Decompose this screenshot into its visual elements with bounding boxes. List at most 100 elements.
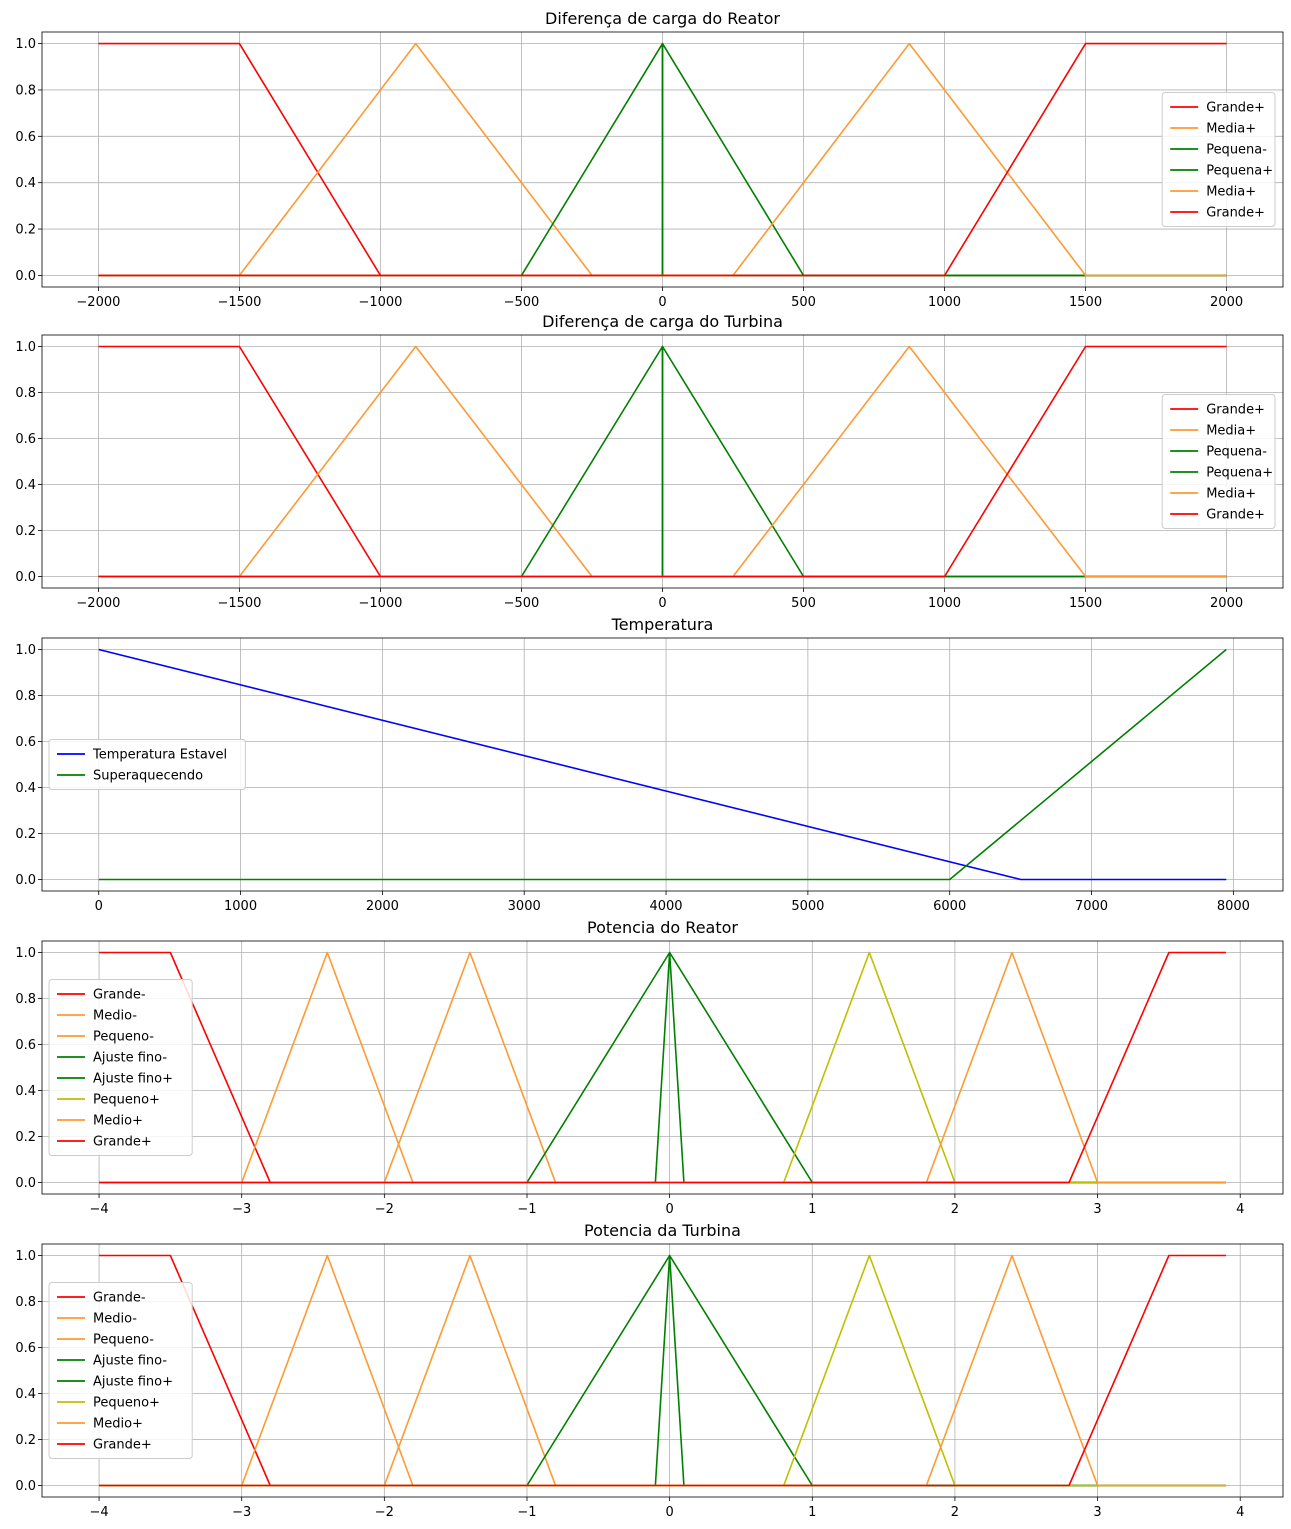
y-tick-label: 0.0	[15, 269, 36, 284]
legend-label: Temperatura Estavel	[92, 748, 227, 763]
series-line-6	[98, 345, 1227, 578]
y-tick-label: 0.8	[15, 83, 36, 98]
legend-label: Medio+	[93, 1417, 143, 1432]
y-tick-label: 0.6	[15, 1341, 36, 1356]
series-line-8	[99, 951, 1226, 1184]
x-tick-label: 0	[95, 899, 103, 914]
x-tick-label: 500	[791, 596, 816, 611]
legend-label: Pequena+	[1206, 164, 1273, 179]
legend-label: Grande+	[1206, 403, 1265, 418]
x-tick-label: −1000	[358, 295, 402, 310]
legend-label: Ajuste fino-	[93, 1354, 167, 1369]
subplot-3: 0 1000 2000 3000 4000 5000 6000 7000 8000 0.0 0.2 0…	[15, 615, 1284, 914]
y-tick-label: 0.2	[15, 1130, 36, 1145]
x-tick-label: 1000	[928, 596, 961, 611]
legend-label: Grande+	[1206, 508, 1265, 523]
x-tick-label: −4	[89, 1505, 108, 1520]
subplot-2: −2000 −1500 −1000 −500 0 500 1000 1500 2000 0.0 0.…	[15, 312, 1284, 611]
legend: Grande+ Media+ Pequena- Pequena+ Media+ Grand…	[1161, 394, 1276, 529]
series-line-2	[98, 648, 1227, 881]
legend-label: Pequeno-	[93, 1333, 154, 1348]
x-tick-label: 3	[1093, 1505, 1101, 1520]
chart-title: Diferença de carga do Turbina	[542, 312, 783, 331]
x-tick-label: 2	[951, 1505, 959, 1520]
plot-area	[42, 638, 1283, 891]
x-tick-label: 6000	[933, 899, 966, 914]
y-tick-label: 0.4	[15, 1387, 36, 1402]
legend-label: Pequena-	[1206, 445, 1267, 460]
x-tick-label: −1	[517, 1202, 536, 1217]
legend-label: Pequeno-	[93, 1030, 154, 1045]
x-tick-label: −3	[232, 1202, 251, 1217]
y-tick-label: 0.8	[15, 992, 36, 1007]
series-line-6	[98, 42, 1227, 277]
legend-label: Media+	[1206, 487, 1256, 502]
x-tick-label: 4	[1236, 1202, 1244, 1217]
x-tick-label: 0	[665, 1202, 673, 1217]
legend-label: Medio+	[93, 1114, 143, 1129]
y-tick-label: 0.6	[15, 735, 36, 750]
x-tick-label: −4	[89, 1202, 108, 1217]
x-tick-label: 1000	[928, 295, 961, 310]
legend-label: Grande+	[1206, 206, 1265, 221]
legend: Grande- Medio- Pequeno- Ajuste fino- Ajuste …	[48, 979, 193, 1156]
legend-label: Grande+	[1206, 101, 1265, 116]
legend-label: Ajuste fino-	[93, 1051, 167, 1066]
legend-box	[48, 979, 193, 1156]
y-tick-label: 1.0	[15, 37, 36, 52]
x-tick-label: −3	[232, 1505, 251, 1520]
y-tick-label: 0.0	[15, 570, 36, 585]
x-tick-label: 1	[808, 1202, 816, 1217]
x-tick-label: 8000	[1217, 899, 1250, 914]
axes-frame	[41, 940, 1284, 1195]
x-tick-label: 3	[1093, 1202, 1101, 1217]
x-tick-label: −2000	[76, 295, 120, 310]
legend: Grande- Medio- Pequeno- Ajuste fino- Ajuste …	[48, 1282, 193, 1459]
x-tick-label: −2	[375, 1505, 394, 1520]
x-tick-label: −2	[375, 1202, 394, 1217]
x-tick-label: 4	[1236, 1505, 1244, 1520]
y-tick-label: 0.8	[15, 1295, 36, 1310]
x-tick-label: −1	[517, 1505, 536, 1520]
x-tick-label: −1500	[217, 295, 261, 310]
y-tick-label: 0.2	[15, 223, 36, 238]
legend-label: Superaquecendo	[93, 769, 203, 784]
y-tick-label: 1.0	[15, 1249, 36, 1264]
y-tick-label: 1.0	[15, 946, 36, 961]
x-tick-label: 1500	[1069, 295, 1102, 310]
legend-label: Pequena-	[1206, 143, 1267, 158]
x-tick-label: 0	[658, 295, 666, 310]
x-tick-label: 0	[658, 596, 666, 611]
y-tick-label: 0.8	[15, 689, 36, 704]
x-tick-label: 7000	[1075, 899, 1108, 914]
y-tick-label: 0.6	[15, 1038, 36, 1053]
y-tick-label: 0.4	[15, 1084, 36, 1099]
chart-title: Temperatura	[611, 615, 714, 634]
legend-box	[48, 739, 246, 790]
x-tick-label: −500	[504, 596, 540, 611]
legend-box	[1161, 394, 1276, 529]
x-tick-label: 0	[665, 1505, 673, 1520]
y-tick-label: 0.4	[15, 176, 36, 191]
x-tick-label: −500	[504, 295, 540, 310]
legend-label: Ajuste fino+	[93, 1375, 173, 1390]
legend-label: Medio-	[93, 1312, 137, 1327]
y-tick-label: 0.0	[15, 1479, 36, 1494]
legend: Grande+ Media+ Pequena- Pequena+ Media+ Grand…	[1161, 92, 1276, 227]
subplot-1: −2000 −1500 −1000 −500 0 500 1000 1500 2000 0.0 0.…	[15, 9, 1284, 310]
x-tick-label: 1500	[1069, 596, 1102, 611]
legend-label: Media+	[1206, 424, 1256, 439]
x-tick-label: −1500	[217, 596, 261, 611]
y-tick-label: 0.8	[15, 386, 36, 401]
x-tick-label: 2000	[1210, 295, 1243, 310]
y-tick-label: 0.6	[15, 432, 36, 447]
y-tick-label: 1.0	[15, 340, 36, 355]
chart-title: Potencia da Turbina	[584, 1221, 741, 1240]
subplot-4: −4 −3 −2 −1 0 1 2 3 4 0.0 0.2 0.4 0.6 0.8 1.0 Potencia …	[15, 918, 1284, 1217]
x-tick-label: 1	[808, 1505, 816, 1520]
legend-box	[48, 1282, 193, 1459]
legend-label: Pequena+	[1206, 466, 1273, 481]
legend-label: Medio-	[93, 1009, 137, 1024]
y-tick-label: 0.4	[15, 478, 36, 493]
